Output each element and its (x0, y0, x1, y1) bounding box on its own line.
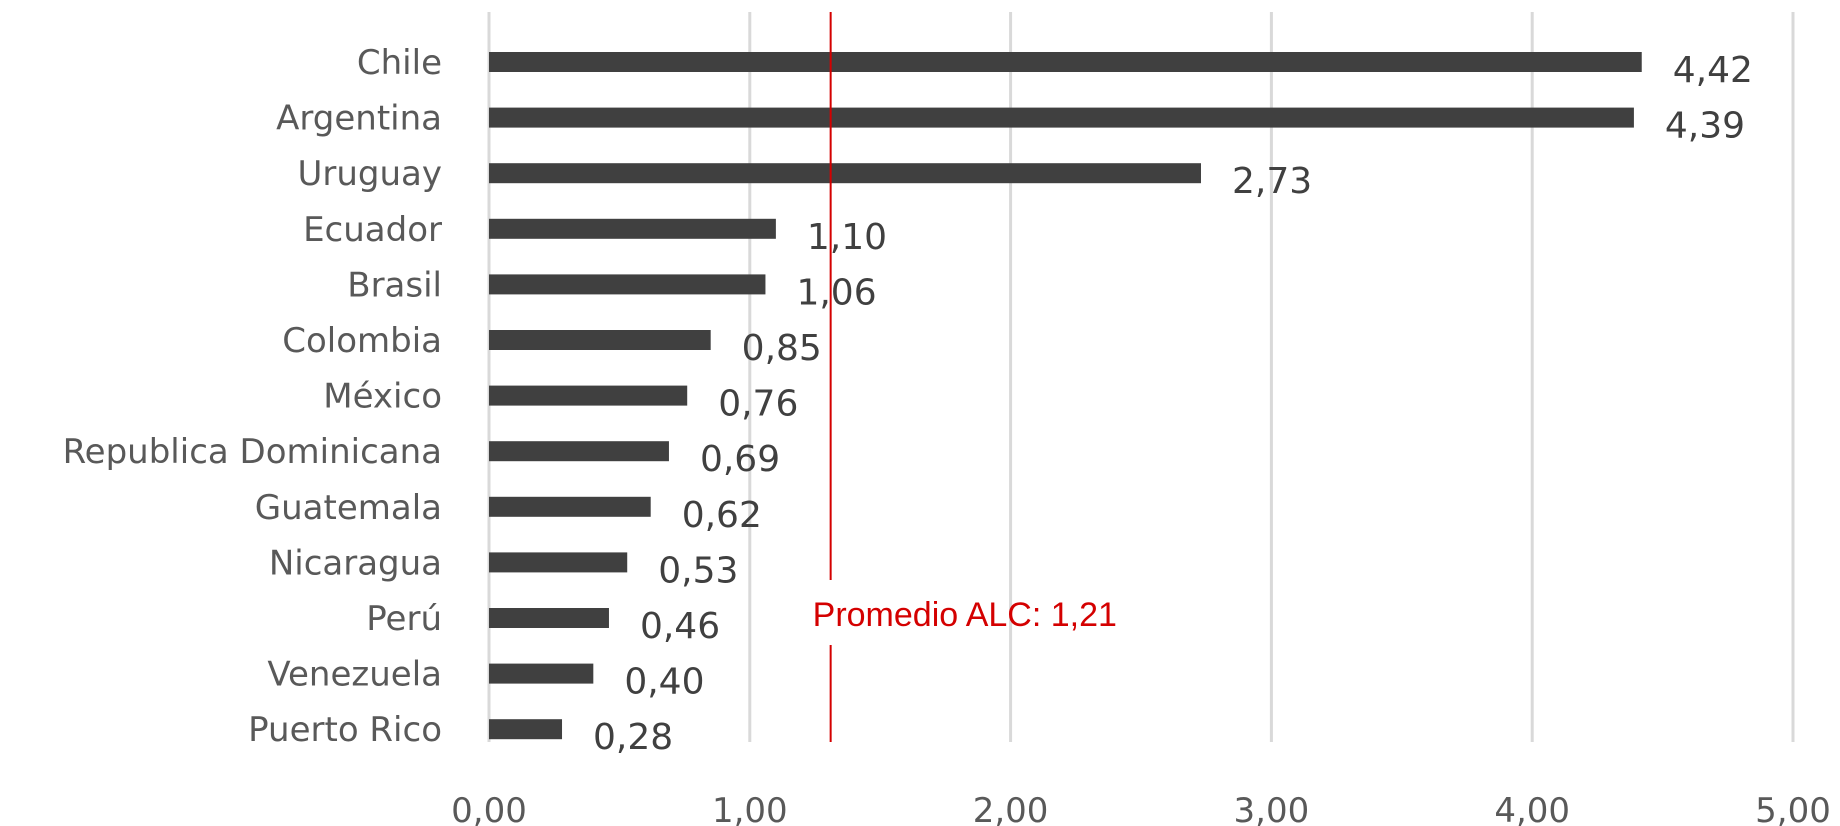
bar (489, 608, 609, 628)
bar (489, 107, 1634, 128)
data-label: 0,85 (742, 328, 822, 369)
data-label: 1,06 (796, 272, 876, 313)
bar (489, 385, 688, 406)
category-label: Ecuador (303, 210, 442, 250)
data-label: 0,46 (640, 606, 720, 647)
category-label: Puerto Rico (248, 710, 442, 750)
category-label: Nicaragua (269, 543, 442, 583)
data-label: 1,10 (807, 217, 887, 258)
category-label: Colombia (282, 321, 442, 361)
x-tick-label: 5,00 (1755, 791, 1831, 826)
category-label: Republica Dominicana (63, 432, 442, 472)
reference-line-group: Promedio ALC: 1,21 (813, 12, 1117, 742)
reference-line-label: Promedio ALC: 1,21 (813, 596, 1117, 634)
category-label: Chile (357, 43, 442, 83)
bar (489, 441, 669, 462)
x-axis-tick-labels: 0,00 1,00 2,00 3,00 4,00 5,00 (451, 791, 1831, 826)
category-label: México (323, 377, 442, 417)
x-tick-label: 4,00 (1494, 791, 1570, 826)
category-label: Brasil (347, 265, 442, 305)
bar (489, 496, 651, 517)
data-label: 0,69 (700, 439, 780, 480)
bars (489, 52, 1642, 740)
data-labels: 4,42 4,39 2,73 1,10 1,06 0,85 0,76 0,69 0,62 0,53… (593, 50, 1753, 758)
category-label: Venezuela (267, 655, 442, 695)
data-label: 0,62 (682, 495, 762, 536)
bar (489, 52, 1642, 72)
x-tick-label: 0,00 (451, 791, 527, 826)
category-label: Perú (366, 599, 442, 639)
bar (489, 552, 628, 573)
category-label: Guatemala (255, 488, 442, 528)
data-label: 0,76 (718, 384, 798, 425)
bar (489, 218, 776, 239)
category-label: Argentina (276, 99, 442, 139)
category-labels: Chile Argentina Uruguay Ecuador Brasil Colomb… (63, 43, 442, 750)
data-label: 0,28 (593, 717, 673, 758)
data-label: 0,40 (624, 662, 704, 703)
x-tick-label: 1,00 (712, 791, 788, 826)
x-tick-label: 3,00 (1234, 791, 1310, 826)
bar (489, 663, 594, 684)
data-label: 4,42 (1673, 50, 1753, 91)
bar (489, 719, 563, 740)
data-label: 4,39 (1665, 106, 1745, 147)
bar (489, 163, 1201, 184)
bar (489, 330, 711, 350)
data-label: 0,53 (658, 550, 738, 591)
bar (489, 274, 766, 295)
data-label: 2,73 (1232, 161, 1312, 202)
category-label: Uruguay (298, 154, 443, 194)
x-tick-label: 2,00 (973, 791, 1049, 826)
